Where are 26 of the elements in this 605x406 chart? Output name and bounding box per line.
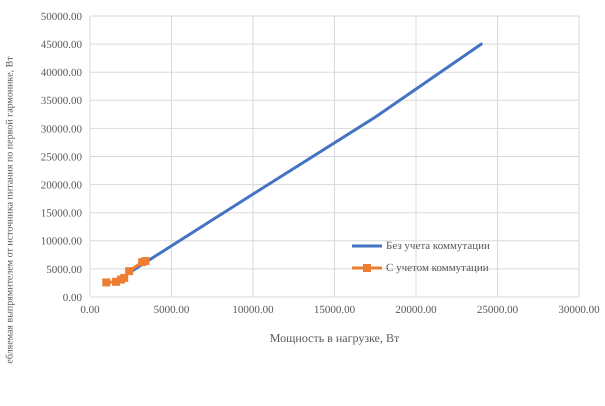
x-tick-label: 30000.00	[558, 304, 600, 316]
point	[125, 267, 134, 276]
point	[141, 257, 150, 266]
y-tick-label: 20000.00	[40, 180, 82, 192]
x-axis-title: Мощность в нагрузке, Вт	[270, 331, 400, 345]
legend-label: Без учета коммутации	[386, 240, 490, 252]
x-tick-label: 10000.00	[232, 304, 274, 316]
x-tick-label: 15000.00	[314, 304, 356, 316]
y-tick-label: 10000.00	[40, 236, 82, 248]
x-tick-label: 5000.00	[154, 304, 190, 316]
legend-label: С учетом коммутации	[386, 262, 489, 274]
y-tick-label: 5000.00	[46, 264, 82, 276]
point	[120, 274, 128, 282]
y-tick-label: 40000.00	[40, 67, 82, 80]
x-tick-label: 25000.00	[476, 304, 519, 316]
x-tick-label: 20000.00	[395, 304, 438, 316]
x-tick-label: 0.00	[80, 304, 100, 316]
y-tick-label: 25000.00	[40, 151, 82, 164]
y-tick-label: 35000.00	[40, 95, 82, 108]
y-tick-label: 0.00	[62, 292, 82, 304]
point	[102, 278, 110, 286]
y-tick-label: 45000.00	[40, 39, 82, 52]
y-tick-label: 50000.00	[40, 10, 82, 23]
y-axis-title: ебляемая выпрямителем от источника питания по первой гармонике, Вт	[4, 56, 16, 364]
y-tick-label: 30000.00	[40, 123, 82, 136]
y-tick-label: 15000.00	[40, 208, 82, 220]
